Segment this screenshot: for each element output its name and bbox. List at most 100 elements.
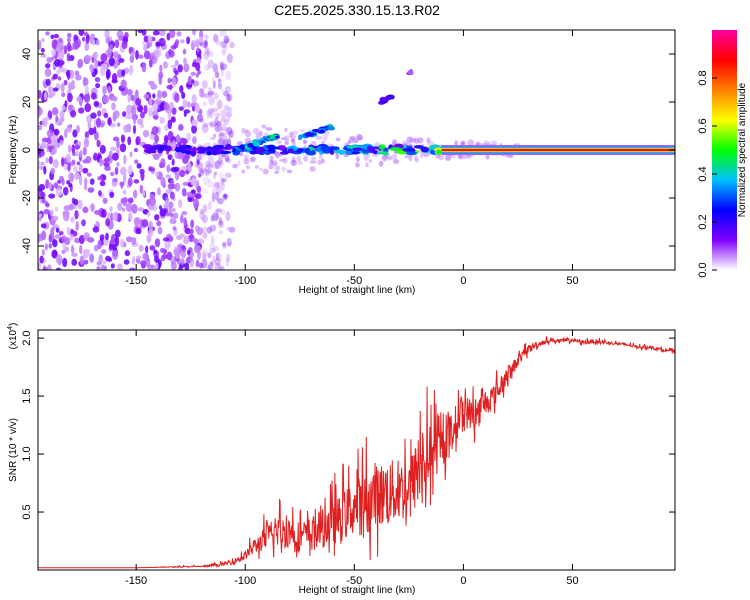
sideband-blob: [252, 141, 260, 147]
noise-speckle: [220, 209, 226, 216]
noise-speckle: [201, 218, 207, 225]
noise-speckle: [73, 172, 80, 181]
noise-speckle: [211, 76, 216, 83]
noise-speckle: [55, 227, 60, 233]
carrier-spread: [508, 154, 514, 159]
noise-speckle: [43, 165, 47, 175]
noise-speckle: [158, 205, 163, 210]
noise-speckle: [74, 237, 81, 244]
carrier-spread: [239, 150, 244, 157]
noise-speckle: [146, 212, 151, 217]
carrier-spread: [284, 127, 288, 132]
noise-speckle: [75, 74, 82, 81]
noise-speckle: [93, 126, 97, 134]
noise-speckle: [223, 119, 230, 125]
snr-xlabel: Height of straight line (km): [299, 585, 416, 596]
noise-speckle: [113, 51, 119, 59]
noise-speckle: [127, 177, 133, 187]
noise-speckle: [76, 96, 83, 103]
noise-speckle: [96, 266, 100, 270]
noise-speckle: [211, 192, 215, 203]
noise-speckle: [222, 241, 227, 247]
noise-speckle: [64, 246, 70, 252]
noise-speckle: [139, 184, 144, 194]
noise-speckle: [185, 169, 190, 175]
carrier-spread: [438, 154, 445, 161]
noise-speckle: [187, 162, 192, 172]
noise-speckle: [48, 146, 52, 153]
noise-speckle: [70, 244, 75, 255]
carrier-fragment: [196, 146, 206, 152]
noise-speckle: [39, 255, 44, 264]
noise-speckle: [97, 110, 102, 117]
noise-speckle: [102, 174, 107, 181]
noise-speckle: [75, 150, 80, 157]
noise-speckle: [214, 72, 220, 78]
noise-speckle: [119, 166, 127, 176]
noise-speckle: [223, 35, 230, 44]
noise-speckle: [105, 255, 111, 262]
noise-speckle: [147, 34, 153, 44]
noise-speckle: [180, 39, 185, 44]
noise-speckle: [44, 243, 48, 251]
noise-speckle: [148, 58, 153, 68]
noise-speckle: [112, 136, 120, 142]
spectrogram-ylabel: Frequency (Hz): [8, 116, 19, 185]
noise-speckle: [197, 238, 205, 244]
noise-speckle: [208, 261, 215, 270]
noise-speckle: [40, 223, 47, 229]
noise-speckle: [65, 153, 72, 163]
noise-speckle: [111, 102, 116, 111]
noise-speckle: [222, 194, 228, 201]
noise-speckle: [131, 203, 138, 214]
noise-speckle: [179, 85, 184, 94]
snr-ylabel: SNR (10 * v/v): [8, 418, 19, 482]
noise-speckle: [73, 198, 79, 206]
noise-speckle: [38, 142, 41, 148]
noise-speckle: [190, 39, 196, 50]
carrier-fragment: [405, 151, 418, 156]
noise-speckle: [225, 93, 233, 102]
carrier-spread: [281, 166, 286, 172]
noise-speckle: [133, 189, 138, 199]
noise-speckle: [191, 93, 197, 104]
noise-speckle: [63, 44, 68, 55]
noise-speckle: [198, 262, 204, 269]
noise-speckle: [162, 237, 170, 242]
colorbar-axes: 0.0 0.2 0.4 0.6 0.8: [697, 70, 717, 278]
carrier-fragment: [147, 149, 153, 154]
noise-speckle: [38, 89, 42, 99]
noise-speckle: [89, 253, 95, 263]
noise-speckle: [132, 116, 137, 125]
noise-speckle: [169, 101, 174, 109]
noise-speckle: [228, 129, 234, 139]
noise-speckle: [220, 40, 227, 49]
noise-speckle: [82, 206, 89, 214]
carrier-fragment: [402, 148, 412, 152]
noise-speckle: [215, 208, 223, 213]
noise-speckle: [194, 102, 200, 113]
noise-speckle: [214, 71, 220, 79]
noise-speckle: [71, 258, 78, 266]
noise-speckle: [52, 249, 58, 258]
noise-speckle: [45, 179, 50, 189]
noise-speckle: [207, 155, 215, 166]
noise-speckle: [169, 217, 176, 224]
noise-speckle: [114, 166, 119, 175]
noise-speckle: [148, 55, 156, 61]
noise-speckle: [95, 39, 100, 46]
noise-speckle: [51, 91, 56, 97]
noise-speckle: [98, 190, 102, 197]
noise-speckle: [129, 54, 135, 63]
noise-speckle: [197, 250, 201, 260]
noise-speckle: [165, 174, 172, 179]
noise-speckle: [67, 104, 73, 111]
noise-speckle: [108, 150, 114, 157]
noise-speckle: [228, 241, 232, 246]
noise-speckle: [96, 139, 101, 148]
noise-speckle: [105, 218, 111, 227]
noise-speckle: [61, 104, 66, 111]
spectrogram-xtick-label: 0: [460, 275, 466, 287]
spectrogram-xtick-label: -50: [346, 275, 362, 287]
noise-speckle: [50, 167, 56, 175]
